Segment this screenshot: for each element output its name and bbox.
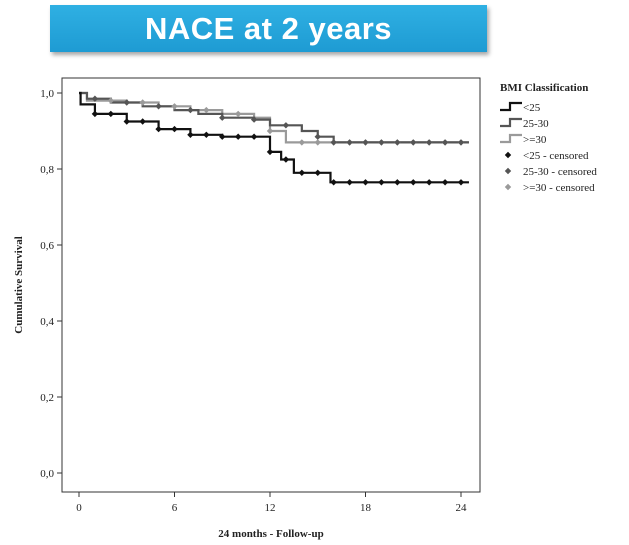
x-tick-label: 12: [265, 502, 276, 514]
censor-marker-1: [410, 179, 417, 186]
censor-marker-3: [298, 139, 306, 146]
legend-line-swatch: [500, 117, 522, 128]
legend-label: >=30 - censored: [523, 182, 595, 194]
censor-marker-3: [139, 99, 146, 106]
censor-marker-1: [425, 179, 433, 186]
legend-label: <25 - censored: [523, 150, 589, 162]
censor-marker-2: [378, 139, 385, 146]
censor-marker-2: [187, 106, 194, 114]
title-banner: NACE at 2 years: [50, 5, 487, 52]
chart-title: NACE at 2 years: [144, 10, 392, 46]
censor-marker-1: [234, 133, 242, 140]
censor-marker-1: [394, 179, 401, 186]
series-line-1: [79, 91, 469, 184]
censor-marker-2: [457, 139, 465, 146]
censor-marker-1: [187, 131, 194, 138]
censor-marker-2: [250, 116, 258, 123]
censor-marker-1: [250, 133, 258, 140]
censor-marker-1: [441, 179, 449, 186]
censor-marker-2: [155, 103, 162, 110]
legend-censor-swatch: [504, 183, 512, 191]
y-tick-label: 1,0: [40, 88, 54, 100]
y-tick-label: 0,6: [40, 240, 54, 252]
censor-marker-2: [410, 139, 417, 146]
x-tick-label: 6: [172, 502, 178, 514]
plot-frame: [61, 77, 481, 493]
censor-marker-1: [107, 110, 115, 118]
censor-marker-1: [171, 125, 178, 133]
censor-marker-3: [171, 103, 178, 110]
censor-marker-3: [266, 127, 274, 135]
legend-title: BMI Classification: [500, 82, 588, 94]
censor-marker-1: [346, 179, 353, 186]
censor-marker-1: [139, 118, 146, 125]
censor-marker-2: [425, 139, 433, 146]
censor-marker-2: [314, 133, 321, 140]
censor-marker-3: [203, 106, 210, 114]
censor-marker-1: [219, 133, 226, 140]
legend-censor-swatch: [504, 167, 512, 175]
censor-marker-1: [91, 110, 99, 118]
censor-marker-2: [394, 139, 401, 146]
series-line-3: [79, 91, 469, 144]
censor-marker-1: [362, 179, 369, 186]
legend-censor-swatch: [504, 151, 512, 159]
y-tick-label: 0,2: [40, 392, 54, 404]
censor-marker-1: [155, 125, 162, 133]
censor-marker-3: [314, 139, 321, 146]
censor-marker-2: [123, 99, 130, 106]
censor-marker-1: [314, 169, 321, 176]
censor-marker-1: [282, 156, 290, 163]
censor-marker-1: [330, 179, 337, 186]
censor-marker-3: [234, 110, 242, 118]
legend-line-swatch: [500, 133, 522, 144]
censor-marker-2: [330, 139, 337, 146]
legend-label: <25: [523, 102, 541, 114]
censor-marker-2: [441, 139, 449, 146]
censor-marker-2: [346, 139, 353, 146]
y-tick-label: 0,4: [40, 316, 54, 328]
legend-label: 25-30: [523, 118, 549, 130]
censor-marker-2: [362, 139, 369, 146]
censor-marker-1: [123, 118, 130, 125]
censor-marker-1: [378, 179, 385, 186]
censor-marker-1: [203, 131, 210, 138]
x-axis-title: 24 months - Follow-up: [218, 528, 323, 540]
censor-marker-1: [457, 179, 465, 186]
censor-marker-2: [91, 95, 99, 102]
legend-label: 25-30 - censored: [523, 166, 597, 178]
censor-marker-1: [266, 148, 274, 156]
y-tick-label: 0,0: [40, 468, 54, 480]
censor-marker-1: [298, 169, 306, 176]
legend-line-swatch: [500, 101, 522, 112]
x-tick-label: 0: [76, 502, 82, 514]
y-tick-label: 0,8: [40, 164, 54, 176]
censor-marker-2: [219, 114, 226, 121]
censor-marker-3: [107, 97, 115, 104]
x-tick-label: 18: [360, 502, 372, 514]
series-line-2: [79, 91, 469, 144]
y-axis-title: Cumulative Survival: [13, 236, 25, 333]
x-tick-label: 24: [456, 502, 468, 514]
censor-marker-2: [282, 122, 290, 129]
legend-label: >=30: [523, 134, 547, 146]
